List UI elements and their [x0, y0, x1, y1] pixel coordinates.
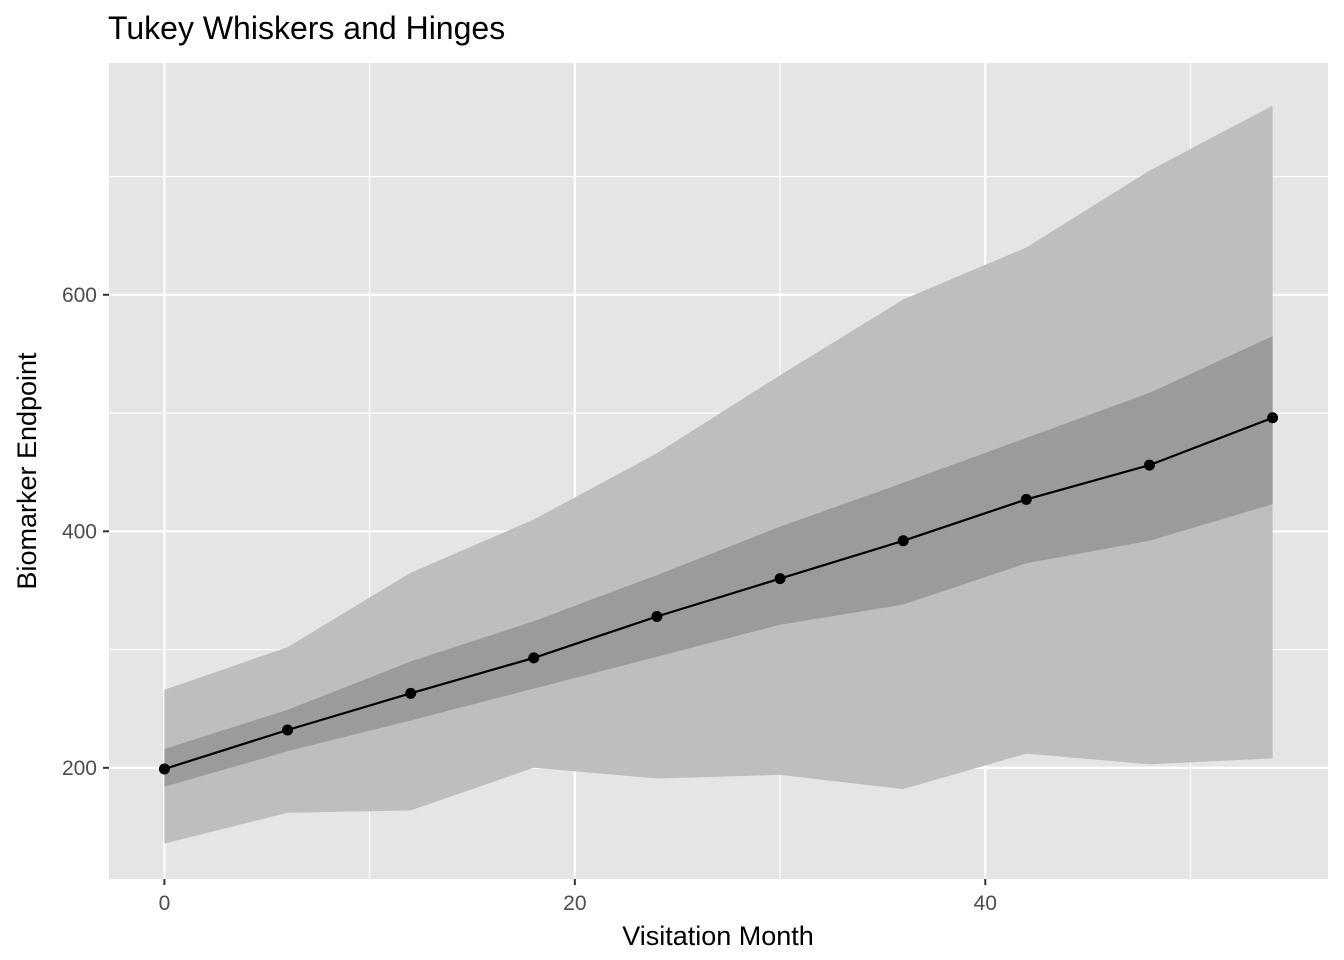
x-axis-title: Visitation Month	[622, 921, 814, 951]
median-point	[1143, 459, 1155, 471]
hinge-band	[164, 336, 1273, 787]
x-tick-label: 40	[974, 892, 997, 915]
median-point	[1020, 493, 1032, 505]
y-axis-ticks: 200 400 600	[62, 284, 109, 780]
y-tick-label: 200	[62, 757, 97, 780]
chart-title: Tukey Whiskers and Hinges	[108, 10, 505, 46]
median-points	[158, 412, 1279, 775]
median-point	[897, 535, 909, 547]
median-point	[282, 724, 294, 736]
median-point	[405, 687, 417, 699]
x-tick-label: 20	[563, 892, 586, 915]
x-axis-ticks: 0 20 40	[159, 879, 997, 915]
y-tick-label: 600	[62, 284, 97, 307]
y-axis-title: Biomarker Endpoint	[12, 352, 42, 590]
median-line	[164, 416, 1273, 771]
median-point	[774, 573, 786, 585]
median-point	[528, 652, 540, 664]
x-tick-label: 0	[159, 892, 171, 915]
median-point	[1267, 412, 1279, 424]
median-point	[651, 610, 663, 622]
median-point	[158, 763, 170, 775]
y-tick-label: 400	[62, 520, 97, 543]
